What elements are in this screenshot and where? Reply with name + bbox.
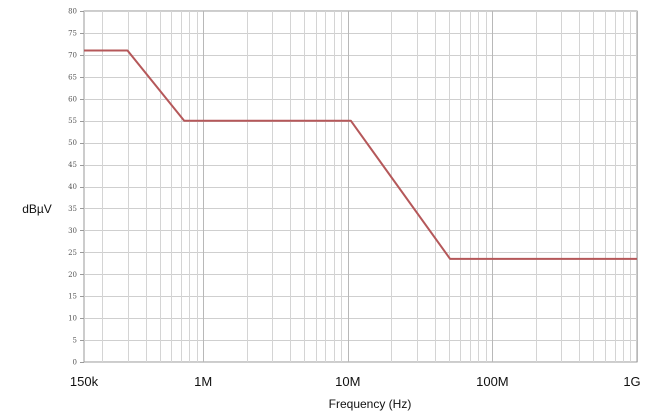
plot-frame xyxy=(83,10,638,363)
y-tick-label: 60 xyxy=(68,95,77,103)
y-tick-label: 70 xyxy=(68,51,77,59)
x-tick-label: 1G xyxy=(623,374,640,389)
x-tick-labels: 150k 1M 10M 100M 1G xyxy=(70,374,641,389)
y-tick-label: 40 xyxy=(68,183,77,191)
y-tick-label: 50 xyxy=(68,139,77,147)
y-tick-labels: 0 5 10 15 20 25 30 35 40 45 50 55 60 65 70 75 80 xyxy=(68,8,84,367)
series-line xyxy=(84,49,637,260)
y-tick-label: 15 xyxy=(68,293,77,301)
y-tick-label: 5 xyxy=(73,337,77,345)
grid xyxy=(83,10,638,363)
y-tick-label: 65 xyxy=(68,73,77,81)
x-tick-label: 1M xyxy=(194,374,212,389)
y-tick-label: 0 xyxy=(73,359,77,367)
y-tick-label: 20 xyxy=(68,271,77,279)
y-tick-label: 35 xyxy=(68,205,77,213)
y-axis-label: dBµV xyxy=(22,202,52,216)
series-group xyxy=(84,49,637,260)
y-tick-label: 45 xyxy=(68,161,77,169)
y-tick-label: 25 xyxy=(68,249,77,257)
y-tick-label: 10 xyxy=(68,315,77,323)
y-tick-label: 75 xyxy=(68,29,77,37)
x-tick-label: 150k xyxy=(70,374,99,389)
x-axis-label: Frequency (Hz) xyxy=(329,397,412,411)
x-tick-label: 100M xyxy=(476,374,509,389)
x-tick-label: 10M xyxy=(335,374,360,389)
y-tick-label: 30 xyxy=(68,227,77,235)
y-tick-label: 80 xyxy=(68,8,77,16)
y-tick-label: 55 xyxy=(68,117,77,125)
